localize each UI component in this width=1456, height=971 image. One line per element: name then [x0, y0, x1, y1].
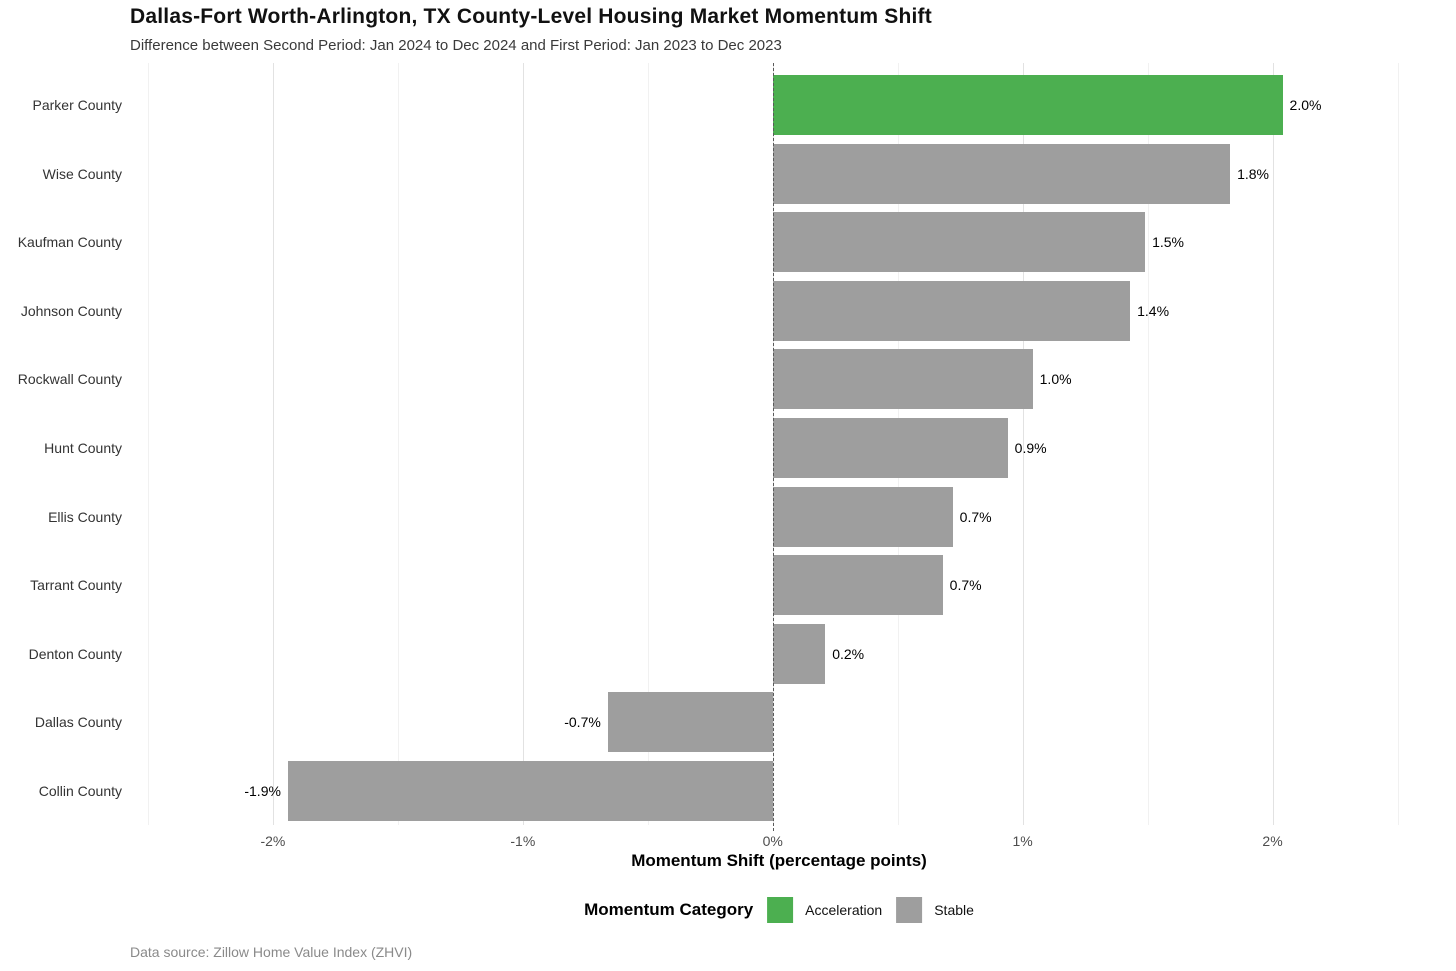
bar-row: 1.4% — [148, 277, 1410, 346]
legend-title: Momentum Category — [584, 900, 754, 919]
x-axis-ticks: -2% -1% 0% 1% 2% — [148, 833, 1410, 851]
zero-reference-line — [772, 63, 774, 831]
value-label: 1.8% — [1237, 165, 1269, 182]
bar-row: 1.5% — [148, 208, 1410, 277]
legend-items: Acceleration Stable — [767, 897, 974, 923]
minor-gridline — [647, 63, 649, 825]
bar-row: 0.7% — [148, 482, 1410, 551]
y-axis-label: Wise County — [42, 165, 122, 182]
major-gridline — [1022, 63, 1024, 825]
bar-row: -0.7% — [148, 688, 1410, 757]
value-label: 2.0% — [1289, 97, 1322, 114]
y-axis-label: Johnson County — [20, 302, 122, 319]
bar-row: 2.0% — [148, 71, 1410, 140]
x-tick-label: -1% — [510, 833, 536, 849]
minor-gridline — [148, 63, 149, 825]
bar-row: 0.9% — [148, 414, 1410, 483]
bar — [772, 417, 1008, 478]
bar — [772, 349, 1033, 410]
bar-row: -1.9% — [148, 756, 1410, 825]
value-label: 0.9% — [1014, 439, 1047, 456]
legend-item-label: Acceleration — [805, 902, 883, 918]
chart-title: Dallas-Fort Worth-Arlington, TX County-L… — [130, 5, 932, 28]
value-label: -1.9% — [244, 782, 281, 799]
y-axis-label: Ellis County — [48, 508, 122, 525]
x-tick-label: 0% — [762, 833, 783, 849]
value-label: -0.7% — [564, 714, 601, 731]
y-axis-label: Dallas County — [34, 714, 122, 731]
y-axis-label: Rockwall County — [17, 371, 122, 388]
bar — [772, 555, 943, 616]
plot-panel: 2.0% 1.8% 1.5% 1.4% 1.0% 0.9% 0.7% 0.7% 0.2% -0.7… — [148, 63, 1410, 831]
bar — [607, 692, 773, 753]
y-axis-label: Collin County — [38, 782, 122, 799]
y-axis-label: Tarrant County — [30, 577, 122, 594]
bar-row: 0.2% — [148, 619, 1410, 688]
legend-swatch-acceleration — [767, 897, 794, 923]
y-axis-label: Parker County — [32, 97, 122, 114]
minor-gridline — [1147, 63, 1149, 825]
y-axis-label: Denton County — [28, 645, 122, 662]
bar-row: 1.0% — [148, 345, 1410, 414]
bar-row: 0.7% — [148, 551, 1410, 620]
bar — [772, 486, 953, 547]
x-tick-label: 2% — [1262, 833, 1283, 849]
y-axis-labels: Parker County Wise County Kaufman County Jo… — [0, 63, 148, 825]
legend-swatch-stable — [896, 897, 923, 923]
major-gridline — [272, 63, 274, 825]
x-axis-title: Momentum Shift (percentage points) — [631, 851, 927, 870]
data-source-note: Data source: Zillow Home Value Index (ZH… — [130, 944, 413, 960]
bar — [772, 143, 1231, 204]
major-gridline — [1272, 63, 1274, 825]
bar — [772, 212, 1146, 273]
y-axis-label: Hunt County — [44, 439, 122, 456]
minor-gridline — [397, 63, 399, 825]
x-tick-label: -2% — [260, 833, 286, 849]
legend: Momentum Category Acceleration Stable — [584, 897, 974, 923]
legend-item: Acceleration — [767, 897, 882, 923]
value-label: 1.0% — [1039, 371, 1072, 388]
bar — [772, 75, 1283, 136]
minor-gridline — [1397, 63, 1399, 825]
value-label: 0.7% — [949, 577, 982, 594]
x-tick-label: 1% — [1012, 833, 1033, 849]
legend-item: Stable — [896, 897, 974, 923]
value-label: 0.7% — [959, 508, 992, 525]
legend-item-label: Stable — [934, 902, 974, 918]
value-label: 0.2% — [832, 645, 865, 662]
bar — [772, 623, 826, 684]
value-label: 1.4% — [1137, 302, 1170, 319]
major-gridline — [522, 63, 524, 825]
bar — [772, 280, 1131, 341]
chart-subtitle: Difference between Second Period: Jan 20… — [130, 37, 782, 54]
bar-row: 1.8% — [148, 140, 1410, 209]
y-axis-label: Kaufman County — [17, 234, 122, 251]
bar — [287, 760, 773, 821]
value-label: 1.5% — [1152, 234, 1185, 251]
